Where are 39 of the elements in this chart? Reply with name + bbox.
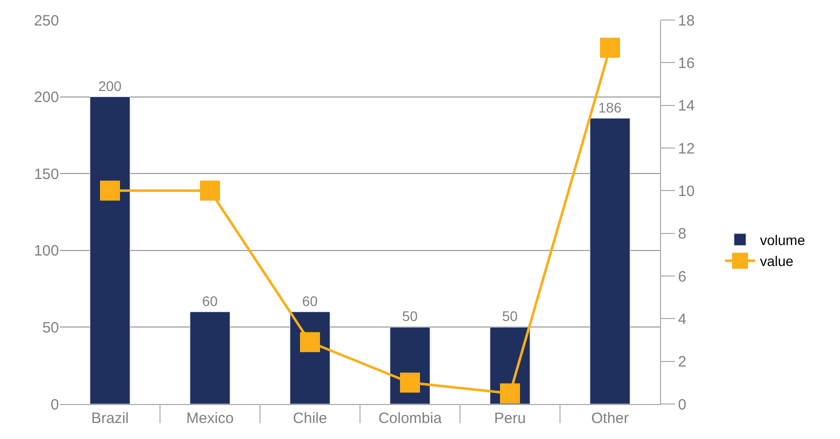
y-tick-label: 50: [42, 319, 59, 336]
point: [100, 180, 120, 201]
point: [300, 332, 320, 352]
y2-tick-label: 18: [678, 12, 695, 30]
x-tick-label: Peru: [494, 410, 526, 427]
data-label: 200: [98, 78, 122, 94]
y2-tick-label: 4: [678, 310, 686, 328]
point: [500, 383, 520, 404]
data-label: 50: [402, 308, 418, 324]
y-tick-label: 150: [34, 166, 59, 183]
bar: [190, 312, 230, 404]
point: [400, 372, 420, 393]
x-tick-label: Chile: [292, 410, 328, 427]
y-tick-label: 0: [50, 396, 59, 414]
data-label: 60: [202, 292, 218, 309]
x-tick-label: Colombia: [378, 410, 442, 427]
bar: [90, 96, 130, 404]
x-tick-label: Mexico: [186, 410, 234, 427]
legend-label: volume: [760, 232, 806, 248]
x-tick-label: Brazil: [91, 410, 129, 427]
point: [600, 38, 620, 58]
data-label: 186: [598, 99, 622, 116]
y2-tick-label: 12: [678, 140, 695, 158]
point: [200, 180, 220, 201]
y2-tick-label: 16: [678, 54, 695, 72]
y2-tick-label: 6: [678, 268, 686, 286]
x-tick-label: Other: [591, 410, 629, 427]
bar: [590, 118, 630, 404]
y2-tick-label: 8: [678, 226, 686, 243]
y2-tick-label: 14: [678, 98, 695, 115]
y-tick-label: 250: [34, 12, 59, 30]
y2-tick-label: 2: [678, 354, 686, 371]
data-label: 50: [502, 308, 518, 324]
y-tick-label: 200: [34, 89, 59, 106]
data-label: 60: [302, 292, 318, 309]
y-tick-label: 100: [34, 242, 59, 260]
y2-tick-label: 0: [678, 396, 686, 414]
y2-tick-label: 10: [678, 182, 695, 200]
legend-label: value: [760, 253, 794, 270]
